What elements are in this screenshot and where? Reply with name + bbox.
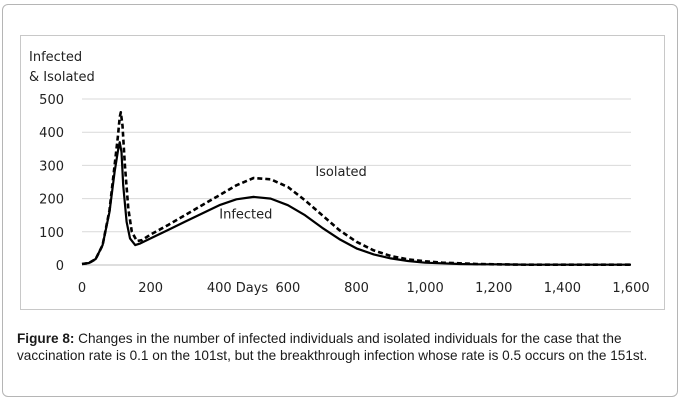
annotation-infected: Infected [219,208,272,223]
grid-lines [82,98,631,266]
caption-label: Figure 8: [17,331,75,346]
figure-frame [2,4,678,397]
y-tick-label: 0 [56,259,64,274]
caption-text: Changes in the number of infected indivi… [17,331,648,363]
x-tick-label: 0 [78,281,86,296]
annotation-isolated: Isolated [315,165,367,180]
series-lines [81,111,631,266]
x-tick-labels: 0 200 400 600 800 1,000 1,200 1,400 1,600 [78,281,650,296]
y-axis-label-line-2: & Isolated [29,70,95,85]
y-tick-label: 300 [39,159,64,174]
y-axis-label-line-1: Infected [29,50,82,65]
y-tick-label: 400 [39,126,64,141]
x-tick-label: 1,200 [475,281,512,296]
x-axis-label: Days [236,281,269,296]
x-tick-label: 400 [207,281,232,296]
x-tick-label: 200 [138,281,163,296]
y-tick-label: 200 [39,193,64,208]
series-line-infected [81,141,631,266]
y-tick-label: 500 [39,93,64,108]
x-tick-label: 1,400 [544,281,581,296]
x-tick-label: 1,000 [407,281,444,296]
x-tick-label: 600 [275,281,300,296]
y-tick-label: 100 [39,226,64,241]
y-tick-labels: 0 100 200 300 400 500 [39,93,64,274]
figure-caption: Figure 8: Changes in the number of infec… [17,330,665,364]
x-tick-label: 1,600 [612,281,649,296]
chart-area [20,35,665,310]
x-tick-label: 800 [344,281,369,296]
line-chart: 0 100 200 300 400 500 0 200 400 600 800 1,000 1,200… [29,50,650,296]
series-line-isolated [81,111,631,266]
